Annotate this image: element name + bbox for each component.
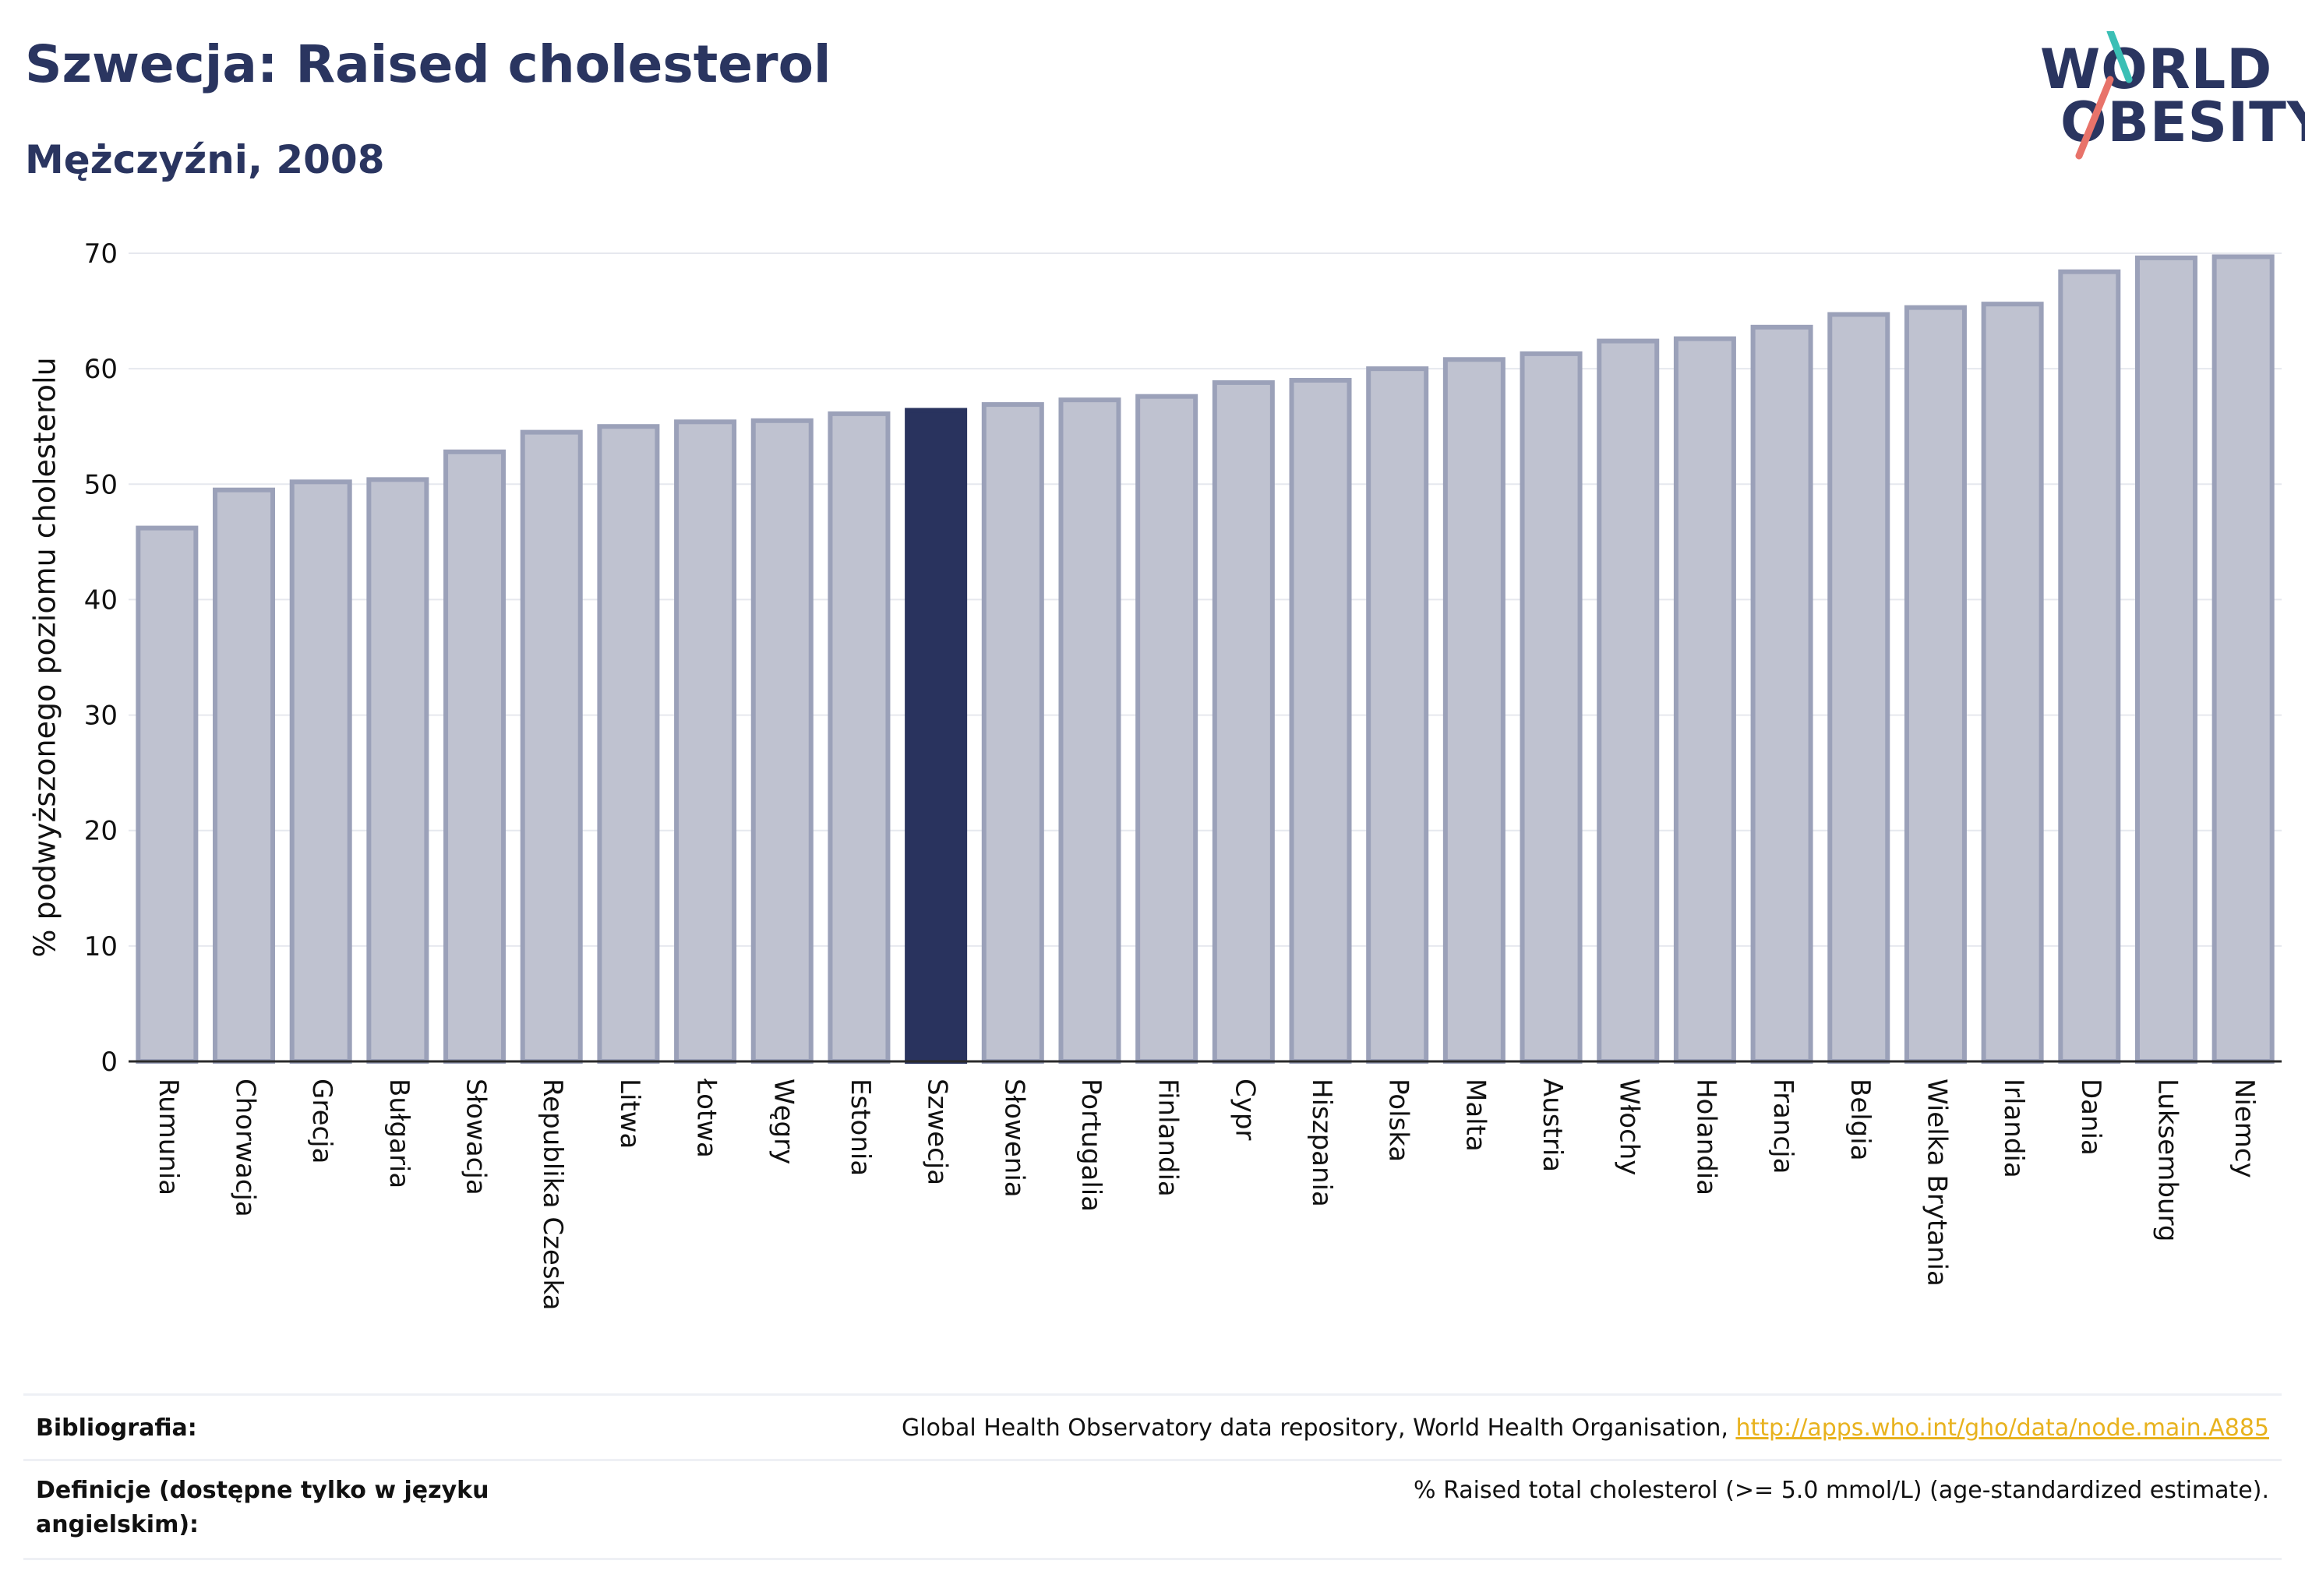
x-tick-label: Szwecja [922,1079,953,1185]
bar-holandia[interactable] [1673,336,1736,1064]
x-tick-label: Luksemburg [2151,1079,2183,1241]
x-tick-label: Belgia [1844,1079,1876,1161]
bar-francja[interactable] [1750,324,1813,1065]
x-tick-label: Bułgaria [383,1079,415,1188]
chart-subtitle: Mężczyźni, 2008 [25,137,385,182]
x-tick-label: Republika Czeska [537,1079,568,1311]
x-tick-label: Holandia [1690,1079,1721,1195]
bar-wielka-brytania[interactable] [1904,305,1967,1065]
x-tick-label: Portugalia [1075,1079,1107,1212]
x-tick-label: Litwa [614,1079,645,1149]
x-tick-label: Słowenia [998,1079,1029,1198]
bar-włochy[interactable] [1597,338,1660,1065]
x-tick-label: Austria [1537,1079,1568,1172]
x-tick-label: Rumunia [153,1079,184,1195]
x-tick-label: Grecja [306,1079,337,1163]
bar-węgry[interactable] [750,418,814,1064]
bar-republika-czeska[interactable] [520,429,583,1065]
bibliography-label: Bibliografia: [36,1414,197,1442]
y-tick-label: 40 [84,584,118,616]
bar-łotwa[interactable] [674,419,737,1064]
bar-chorwacja[interactable] [213,487,276,1064]
x-tick-label: Chorwacja [230,1079,261,1217]
y-tick-label: 50 [84,469,118,500]
x-axis-ticks: Rumunia Chorwacja Grecja Bułgaria Słowacja Re… [153,1078,2260,1311]
x-tick-label: Dania [2075,1079,2106,1156]
x-tick-label: Irlandia [1998,1079,2029,1178]
footer-row-bibliography: Bibliografia: Global Health Observatory … [23,1393,2282,1461]
x-tick-label: Niemcy [2229,1079,2260,1178]
bars [136,254,2275,1065]
bar-austria[interactable] [1520,351,1583,1065]
bar-słowenia[interactable] [981,402,1044,1064]
y-tick-label: 70 [84,238,118,270]
bar-słowacja[interactable] [443,449,507,1064]
y-tick-label: 60 [84,354,118,385]
bar-grecja[interactable] [289,479,352,1064]
definitions-label: Definicje (dostępne tylko w języku angie… [36,1477,489,1538]
bar-szwecja[interactable] [905,408,968,1064]
world-obesity-logo[interactable]: WORLD OBESITY [2034,31,2305,164]
x-tick-label: Słowacja [461,1079,492,1195]
x-tick-label: Węgry [768,1079,799,1164]
bar-chart: 0 10 20 30 40 50 60 70 Rumunia Chorwacja Grecja Bu… [28,238,2282,1311]
y-axis-ticks: 0 10 20 30 40 50 60 70 [84,238,118,1078]
x-tick-label: Włochy [1614,1079,1645,1175]
bar-litwa[interactable] [597,424,660,1064]
bar-cypr[interactable] [1212,380,1275,1065]
y-tick-label: 10 [84,931,118,962]
x-tick-label: Malta [1460,1079,1491,1152]
x-tick-label: Estonia [845,1079,876,1176]
y-tick-label: 0 [101,1047,118,1078]
bar-finlandia[interactable] [1135,394,1198,1064]
x-tick-label: Łotwa [691,1078,722,1158]
y-tick-label: 20 [84,816,118,847]
bibliography-value: Global Health Observatory data repositor… [902,1411,2269,1446]
definitions-value: % Raised total cholesterol (>= 5.0 mmol/… [1414,1477,2269,1504]
bibliography-text: Global Health Observatory data repositor… [902,1414,1728,1442]
x-tick-label: Hiszpania [1306,1079,1337,1207]
bibliography-link[interactable]: http://apps.who.int/gho/data/node.main.A… [1735,1414,2269,1442]
chart-title: Szwecja: Raised cholesterol [25,34,831,94]
bar-bułgaria[interactable] [366,477,429,1064]
bar-polska[interactable] [1366,366,1429,1064]
x-tick-label: Finlandia [1152,1079,1184,1197]
bar-estonia[interactable] [828,411,891,1064]
bar-irlandia[interactable] [1981,302,2044,1064]
y-axis-label: % podwyższonego poziomu cholesterolu [28,357,62,957]
logo-word-world: WORLD [2040,37,2273,101]
bar-rumunia[interactable] [136,525,199,1064]
x-tick-label: Wielka Brytania [1921,1079,1952,1287]
bar-portugalia[interactable] [1058,397,1121,1065]
x-tick-label: Polska [1383,1079,1414,1162]
logo-slash-icon [2075,31,2133,160]
bar-hiszpania[interactable] [1289,377,1352,1064]
x-tick-label: Francja [1767,1079,1798,1174]
x-tick-label: Cypr [1229,1079,1260,1140]
bar-malta[interactable] [1442,357,1505,1064]
bar-belgia[interactable] [1827,312,1890,1065]
footer-row-definitions: Definicje (dostępne tylko w języku angie… [23,1459,2282,1560]
bar-niemcy[interactable] [2211,254,2275,1064]
bar-luksemburg[interactable] [2134,255,2197,1065]
bar-dania[interactable] [2058,269,2121,1064]
y-tick-label: 30 [84,701,118,732]
